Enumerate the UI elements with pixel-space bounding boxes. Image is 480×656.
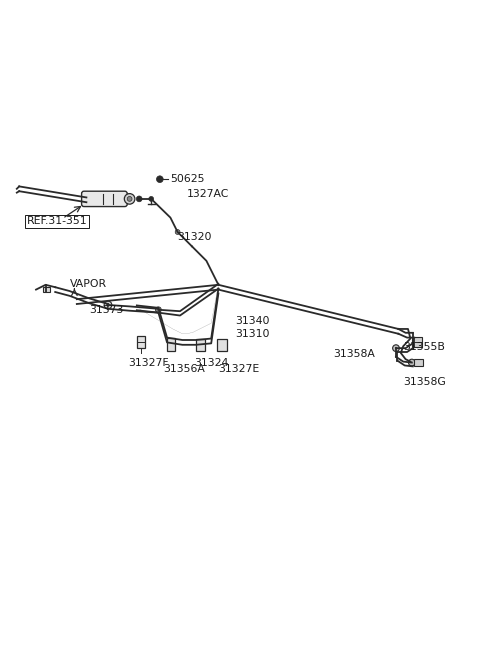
Bar bbox=[137, 336, 145, 348]
Bar bbox=[414, 359, 423, 367]
Text: 31327F: 31327F bbox=[129, 358, 169, 367]
Bar bbox=[217, 339, 227, 351]
Text: 31324: 31324 bbox=[194, 358, 229, 367]
Circle shape bbox=[107, 304, 109, 306]
Circle shape bbox=[136, 196, 142, 202]
Circle shape bbox=[124, 194, 135, 204]
Text: 31358G: 31358G bbox=[403, 377, 446, 387]
Bar bbox=[167, 338, 175, 351]
FancyBboxPatch shape bbox=[82, 191, 127, 207]
Circle shape bbox=[156, 307, 161, 313]
Text: 31310: 31310 bbox=[235, 329, 270, 338]
Text: VAPOR: VAPOR bbox=[70, 279, 107, 289]
Circle shape bbox=[104, 301, 112, 309]
Text: REF.31-351: REF.31-351 bbox=[26, 216, 87, 226]
Circle shape bbox=[175, 230, 180, 234]
Text: 31358A: 31358A bbox=[334, 350, 375, 359]
Text: 1327AC: 1327AC bbox=[187, 189, 229, 199]
Circle shape bbox=[149, 197, 154, 201]
Text: 50625: 50625 bbox=[170, 174, 205, 184]
Circle shape bbox=[156, 176, 163, 182]
Circle shape bbox=[127, 197, 132, 201]
Bar bbox=[196, 339, 205, 351]
Text: 31355B: 31355B bbox=[403, 342, 445, 352]
Text: 31340: 31340 bbox=[235, 316, 270, 326]
Circle shape bbox=[393, 345, 399, 352]
Text: 31373: 31373 bbox=[89, 305, 123, 315]
Text: 31320: 31320 bbox=[178, 232, 212, 242]
Text: 31356A: 31356A bbox=[163, 364, 205, 374]
Circle shape bbox=[408, 359, 415, 366]
Bar bbox=[43, 287, 50, 292]
Bar bbox=[412, 337, 422, 347]
Text: 31327E: 31327E bbox=[218, 364, 260, 374]
